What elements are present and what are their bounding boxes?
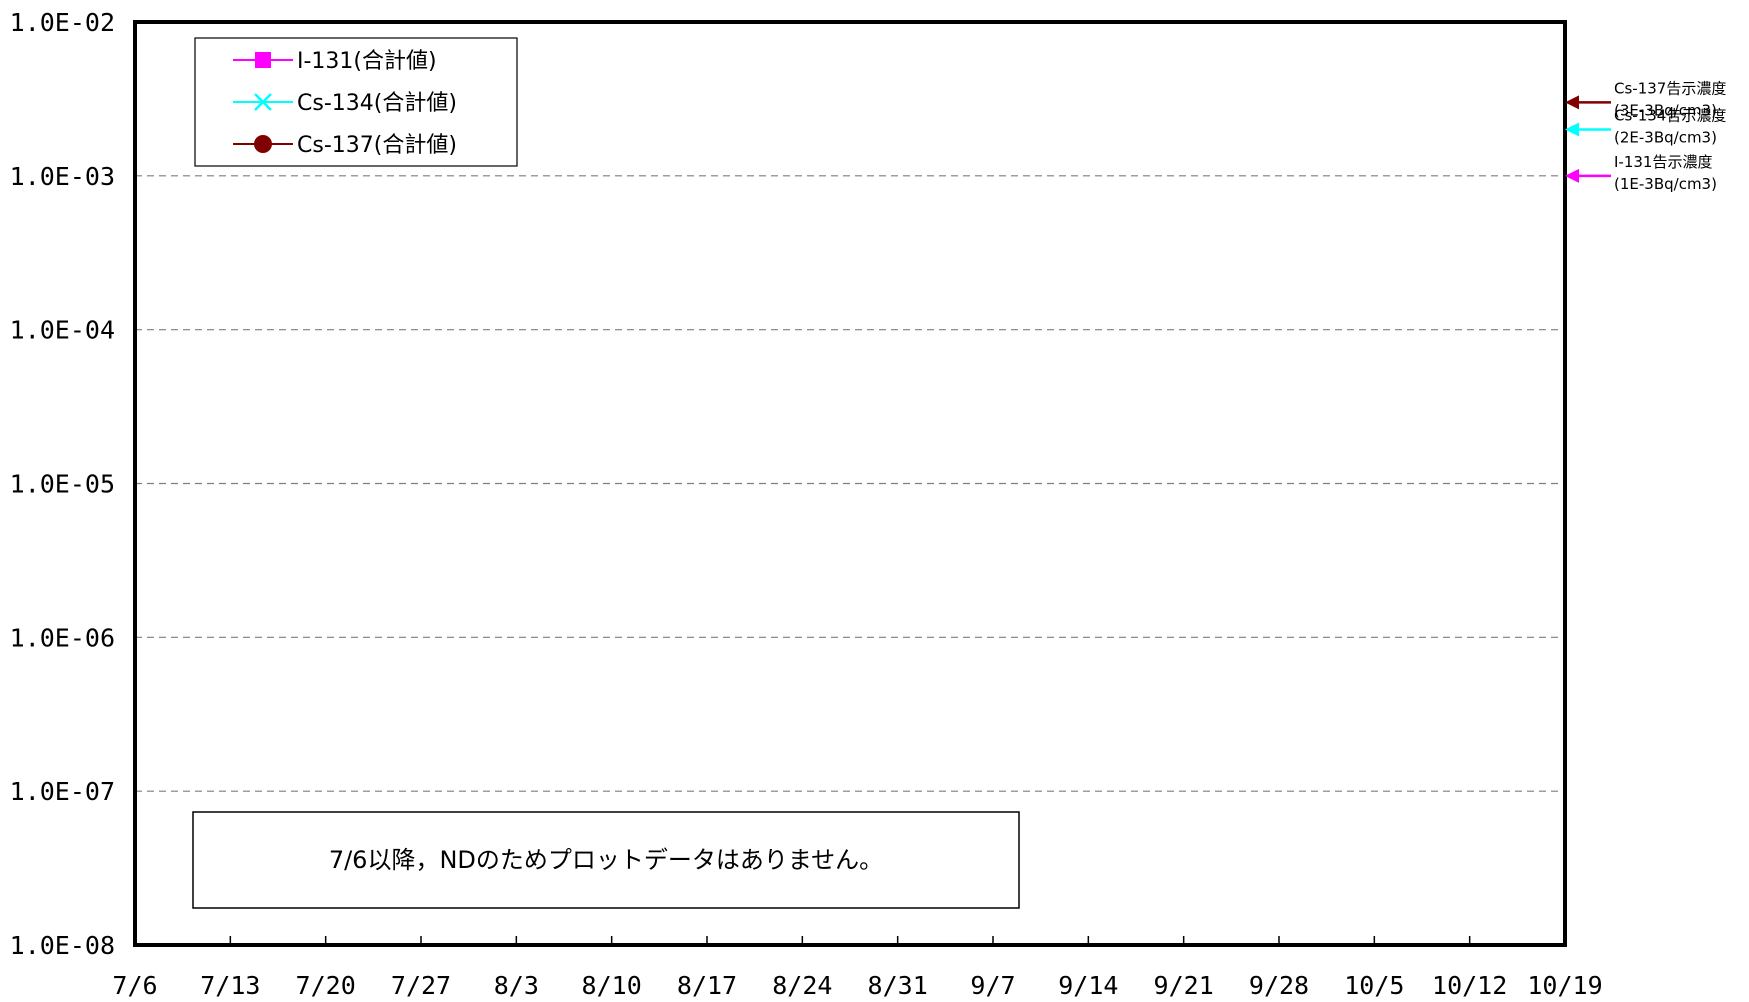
gridlines (135, 175, 1565, 792)
y-tick-label: 1.0E-08 (10, 931, 115, 960)
no-data-note: 7/6以降，NDのためプロットデータはありません。 (192, 811, 1020, 909)
legend-label: Cs-134(合計値) (297, 91, 457, 116)
x-tick-label: 7/6 (112, 971, 157, 1000)
x-tick-label: 8/17 (677, 971, 737, 1000)
square-marker-icon (255, 52, 271, 68)
reference-sublabel: (1E-3Bq/cm3) (1614, 175, 1717, 193)
arrow-icon (1565, 95, 1579, 110)
legend-label: I-131(合計値) (297, 49, 437, 74)
legend-entry: Cs-134(合計値) (233, 91, 457, 116)
plot-area-frame (133, 20, 1567, 947)
legend-entry: Cs-137(合計値) (233, 133, 457, 158)
reference-label: Cs-134告示濃度 (1614, 107, 1726, 125)
x-tick-label: 8/10 (582, 971, 642, 1000)
y-axis-tick-labels: 1.0E-02 1.0E-03 1.0E-04 1.0E-05 1.0E-06 1.0E-… (10, 8, 115, 960)
y-tick-label: 1.0E-06 (10, 623, 115, 652)
reference-sublabel: (3E-3Bq/cm3) (1614, 101, 1717, 119)
x-tick-label: 9/21 (1154, 971, 1214, 1000)
legend: I-131(合計値) Cs-134(合計値) Cs-137(合計値) (194, 37, 518, 167)
arrow-icon (1565, 168, 1579, 183)
reference-level: Cs-137告示濃度 (3E-3Bq/cm3) (1565, 79, 1726, 119)
y-tick-label: 1.0E-04 (10, 316, 115, 345)
reference-sublabel: (2E-3Bq/cm3) (1614, 129, 1717, 147)
y-tick-label: 1.0E-03 (10, 162, 115, 191)
y-tick-label: 1.0E-02 (10, 8, 115, 37)
note-box (192, 811, 1020, 909)
x-tick-label: 8/24 (772, 971, 832, 1000)
x-axis-ticks: 7/6 7/13 7/20 7/27 8/3 8/10 8/17 8/24 8/31 9/7 9/1… (112, 936, 1603, 1000)
x-tick-label: 9/14 (1058, 971, 1118, 1000)
x-tick-label: 10/12 (1432, 971, 1507, 1000)
x-marker-icon (254, 93, 272, 111)
y-tick-label: 1.0E-05 (10, 470, 115, 499)
legend-label: Cs-137(合計値) (297, 133, 457, 158)
x-tick-label: 7/20 (296, 971, 356, 1000)
legend-entry: I-131(合計値) (233, 49, 437, 74)
reference-label: I-131告示濃度 (1614, 153, 1712, 171)
circle-marker-icon (254, 135, 272, 153)
arrow-icon (1565, 122, 1579, 137)
reference-level-markers: Cs-137告示濃度 (3E-3Bq/cm3)Cs-134告示濃度 (2E-3Bq/… (1565, 79, 1726, 193)
x-tick-label: 9/7 (970, 971, 1015, 1000)
reference-level: I-131告示濃度 (1E-3Bq/cm3) (1565, 153, 1717, 193)
x-tick-label: 7/27 (391, 971, 451, 1000)
x-tick-label: 8/3 (494, 971, 539, 1000)
reference-level: Cs-134告示濃度 (2E-3Bq/cm3) (1565, 107, 1726, 147)
x-tick-label: 10/19 (1527, 971, 1602, 1000)
x-tick-label: 7/13 (200, 971, 260, 1000)
legend-items: I-131(合計値) Cs-134(合計値) Cs-137(合計値) (233, 49, 457, 158)
y-tick-label: 1.0E-07 (10, 777, 115, 806)
x-tick-label: 9/28 (1249, 971, 1309, 1000)
x-tick-label: 10/5 (1344, 971, 1404, 1000)
x-tick-label: 8/31 (868, 971, 928, 1000)
note-text: 7/6以降，NDのためプロットデータはありません。 (329, 846, 883, 874)
reference-label: Cs-137告示濃度 (1614, 79, 1726, 97)
